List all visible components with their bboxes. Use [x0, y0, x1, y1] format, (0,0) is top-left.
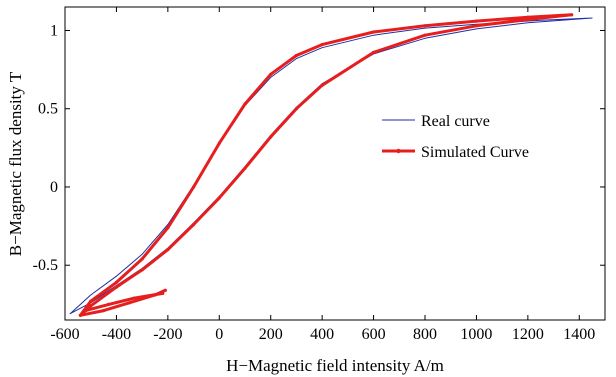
series-point-simulated-curve	[294, 107, 298, 111]
x-tick-label: 1400	[563, 326, 595, 343]
legend-marker-simulated-curve	[396, 148, 401, 154]
series-line-simulated-inner-loop-3	[84, 291, 165, 313]
series-point-simulated-curve	[114, 280, 118, 284]
x-tick-label: -600	[50, 326, 79, 343]
series-point-simulated-curve	[269, 135, 273, 139]
x-axis-label: H−Magnetic field intensity A/m	[226, 356, 444, 375]
series-point-simulated-curve	[423, 24, 427, 28]
plot-frame	[64, 6, 606, 321]
x-tick-label: -400	[102, 326, 131, 343]
series-point-simulated-curve	[140, 268, 144, 272]
series-point-simulated-curve	[166, 226, 170, 230]
x-tick-label: 600	[362, 326, 386, 343]
series-point-simulated-curve	[166, 248, 170, 252]
series-point-simulated-inner-loop-2	[102, 309, 106, 313]
x-tick-label: 800	[413, 326, 437, 343]
series-point-simulated-inner-loop-2	[127, 301, 131, 305]
series-point-simulated-curve	[243, 166, 247, 170]
series-point-simulated-curve	[526, 15, 530, 19]
series-layer	[69, 13, 593, 317]
series-point-simulated-curve	[294, 53, 298, 58]
series-point-simulated-curve	[269, 72, 273, 76]
series-point-simulated-curve	[423, 33, 427, 37]
series-point-simulated-curve	[474, 24, 478, 28]
series-point-simulated-curve	[372, 30, 376, 34]
y-tick-label: 1	[50, 22, 58, 39]
series-point-simulated-curve	[89, 299, 93, 303]
legend-label-simulated-curve: Simulated Curve	[421, 144, 529, 161]
series-point-simulated-curve	[192, 222, 196, 227]
series-point-simulated-inner-loop-2	[78, 313, 82, 317]
series-point-simulated-curve	[570, 13, 574, 17]
ticks-layer: -600 -400 -200 0 200 400 600 800 1000 1200 1400 -0.…	[33, 7, 605, 343]
series-point-simulated-curve	[526, 17, 530, 22]
x-tick-label: 1200	[512, 326, 544, 343]
series-point-simulated-curve	[474, 19, 478, 23]
x-tick-label: -200	[153, 326, 182, 343]
series-point-simulated-inner-loop-3	[161, 291, 165, 295]
series-point-simulated-inner-loop-2	[163, 288, 167, 292]
y-tick-label: -0.5	[33, 257, 58, 274]
series-point-simulated-curve	[320, 83, 324, 87]
y-tick-label: 0	[50, 179, 58, 196]
x-tick-label: 400	[310, 326, 334, 343]
series-point-simulated-curve	[114, 285, 118, 289]
series-point-simulated-curve	[217, 141, 221, 145]
series-point-simulated-curve	[372, 50, 376, 55]
legend: Real curve Simulated Curve	[382, 113, 529, 161]
series-point-simulated-inner-loop-3	[84, 309, 88, 313]
legend-label-real-curve: Real curve	[421, 113, 490, 130]
series-point-simulated-curve	[89, 304, 93, 308]
series-point-simulated-curve	[192, 185, 196, 189]
y-axis-label: B−Magnetic flux density T	[6, 71, 25, 256]
series-point-simulated-inner-loop-3	[107, 302, 111, 306]
series-point-simulated-inner-loop-3	[132, 296, 136, 300]
series-point-simulated-curve	[217, 196, 221, 200]
x-tick-label: 0	[215, 326, 223, 343]
x-tick-label: 200	[259, 326, 283, 343]
series-point-simulated-curve	[320, 43, 324, 47]
series-point-simulated-curve	[243, 102, 247, 106]
x-tick-label: 1000	[460, 326, 492, 343]
series-point-simulated-curve	[140, 257, 144, 261]
y-tick-label: 0.5	[38, 101, 58, 118]
